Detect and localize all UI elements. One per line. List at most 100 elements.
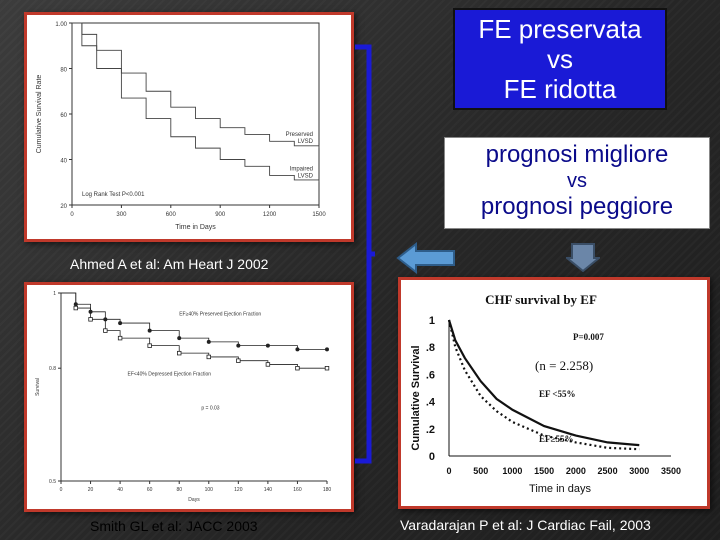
smith-chart-svg: 0.5 0.8 1 0 20 40 60 80 100 120 140 160 180 Days Survi… (35, 291, 332, 503)
prognosis-line-3: prognosi peggiore (480, 193, 674, 220)
smith-x-tick-label: 160 (293, 487, 302, 493)
ahmed-x-tick-label: 900 (215, 212, 226, 218)
prognosis-line-2: vs (567, 170, 587, 192)
smith-series-line-depressed (61, 292, 327, 369)
smith-point-preserved (147, 328, 152, 333)
arrow-left-icon (396, 242, 455, 274)
vara-x-tick-label: 0 (446, 466, 451, 476)
ahmed-series-label: Preserved (286, 132, 313, 138)
vara-y-tick-label: 1 (429, 315, 435, 327)
ahmed-series-line-impaired (72, 22, 320, 183)
vara-y-tick-label: 0 (429, 451, 435, 463)
smith-point-preserved (295, 347, 300, 352)
vara-x-tick-label: 500 (473, 466, 488, 476)
vara-series-line-ef-ge-55 (447, 319, 640, 451)
smith-x-tick-label: 40 (117, 487, 123, 493)
vara-series-label-ef-ge-55: EF≥55% (539, 434, 573, 444)
smith-y-tick-label: 0.5 (49, 479, 56, 485)
vara-x-tick-label: 1000 (502, 466, 522, 476)
smith-point-depressed (324, 366, 330, 371)
smith-point-preserved (265, 343, 270, 348)
citation-smith: Smith GL et al: JACC 2003 (90, 518, 258, 534)
smith-point-depressed (236, 358, 241, 363)
smith-point-preserved (206, 339, 211, 344)
smith-x-tick-label: 180 (323, 487, 332, 493)
ahmed-series-label: LVSD (298, 173, 314, 179)
prognosis-line-1: prognosi migliore (485, 141, 669, 168)
vara-y-axis-label: Cumulative Survival (410, 345, 422, 450)
smith-x-tick-label: 140 (264, 487, 273, 493)
ahmed-series-line-preserved (72, 22, 320, 149)
smith-point-preserved (325, 347, 329, 352)
smith-point-depressed (88, 317, 93, 322)
vara-x-tick-label: 3500 (661, 466, 681, 476)
ahmed-y-tick-label: 60 (60, 113, 67, 119)
vara-x-tick-label: 3000 (629, 466, 649, 476)
ahmed-y-axis-label: Cumulative Survival Rate (36, 75, 43, 154)
prognosis-box: prognosi migliore vs prognosi peggiore (444, 137, 710, 229)
smith-series-line-preserved (61, 292, 327, 350)
smith-point-preserved (177, 336, 182, 341)
vara-y-tick-label: .6 (426, 369, 435, 381)
smith-legend-preserved: EF≥40% Preserved Ejection Fraction (179, 312, 261, 318)
smith-y-tick-label: 1 (53, 291, 56, 297)
arrow-down-icon (566, 243, 600, 272)
ahmed-x-tick-label: 300 (116, 212, 127, 218)
vara-x-tick-label: 2500 (598, 466, 618, 476)
title-line-1: FE preservata (478, 14, 642, 44)
vara-series-line-ef-lt-55 (447, 319, 640, 447)
citation-ahmed: Ahmed A et al: Am Heart J 2002 (70, 256, 269, 272)
vara-x-axis-label: Time in days (529, 483, 591, 495)
smith-x-axis-label: Days (188, 497, 200, 503)
smith-point-depressed (73, 305, 78, 311)
bracket-connector (355, 44, 375, 464)
ahmed-y-tick-label: 80 (60, 68, 67, 74)
smith-point-preserved (118, 321, 123, 326)
vara-x-tick-label: 2000 (566, 466, 586, 476)
smith-y-tick-label: 0.8 (49, 366, 56, 372)
ahmed-x-tick-label: 1200 (263, 212, 277, 218)
smith-x-tick-label: 0 (60, 487, 63, 493)
bracket-line (355, 44, 375, 464)
ahmed-annotation: Log Rank Test P<0.001 (82, 192, 145, 198)
smith-point-depressed (103, 328, 108, 333)
ahmed-y-tick-label: 20 (60, 204, 67, 210)
ahmed-x-tick-label: 0 (70, 212, 74, 218)
smith-y-axis-label: Survival (35, 378, 41, 396)
ahmed-x-axis-label: Time in Days (175, 224, 216, 231)
ahmed-x-tick-label: 1500 (312, 212, 326, 218)
smith-x-tick-label: 80 (176, 487, 182, 493)
citation-varadarajan: Varadarajan P et al: J Cardiac Fail, 200… (400, 517, 651, 533)
smith-x-tick-label: 100 (205, 487, 214, 493)
smith-legend-depressed: EF<40% Depressed Ejection Fraction (128, 372, 212, 378)
vara-x-tick-label: 1500 (534, 466, 554, 476)
smith-survival-chart: 0.5 0.8 1 0 20 40 60 80 100 120 140 160 180 Days Survi… (24, 282, 354, 512)
ahmed-chart-svg: 20 40 60 80 1.00 0 300 600 900 1200 1500 Time in Da… (36, 22, 326, 231)
title-line-2: vs (547, 44, 573, 74)
vara-series-label-ef-lt-55: EF <55% (539, 389, 576, 399)
vara-y-tick-label: .4 (426, 397, 436, 409)
ahmed-y-tick-label: 1.00 (55, 22, 67, 28)
title-box: FE preservata vs FE ridotta (453, 8, 667, 110)
vara-chart-title: CHF survival by EF (485, 292, 597, 307)
ahmed-series-label: LVSD (298, 139, 314, 145)
ahmed-series-label: Impaired (290, 166, 313, 172)
varadarajan-chart-svg: CHF survival by EF 0 .2 .4 .6 .8 1 0 500 1000 1500… (410, 292, 681, 495)
smith-annotation: p = 0.03 (201, 406, 219, 412)
smith-x-tick-label: 120 (234, 487, 243, 493)
smith-point-depressed (177, 350, 182, 356)
smith-x-tick-label: 20 (88, 487, 94, 493)
varadarajan-survival-chart: CHF survival by EF 0 .2 .4 .6 .8 1 0 500 1000 1500… (398, 277, 710, 509)
smith-point-depressed (206, 354, 211, 360)
vara-annotation-p: P=0.007 (573, 332, 604, 342)
smith-point-depressed (147, 343, 152, 348)
smith-point-preserved (236, 343, 241, 348)
title-line-3: FE ridotta (503, 74, 617, 104)
ahmed-y-tick-label: 40 (60, 159, 67, 165)
vara-y-tick-label: .2 (426, 424, 435, 436)
smith-point-depressed (295, 366, 300, 371)
vara-annotation-n: (n = 2.258) (535, 358, 593, 373)
vara-y-tick-label: .8 (426, 342, 435, 354)
smith-point-depressed (265, 362, 271, 367)
smith-x-tick-label: 60 (147, 487, 153, 493)
